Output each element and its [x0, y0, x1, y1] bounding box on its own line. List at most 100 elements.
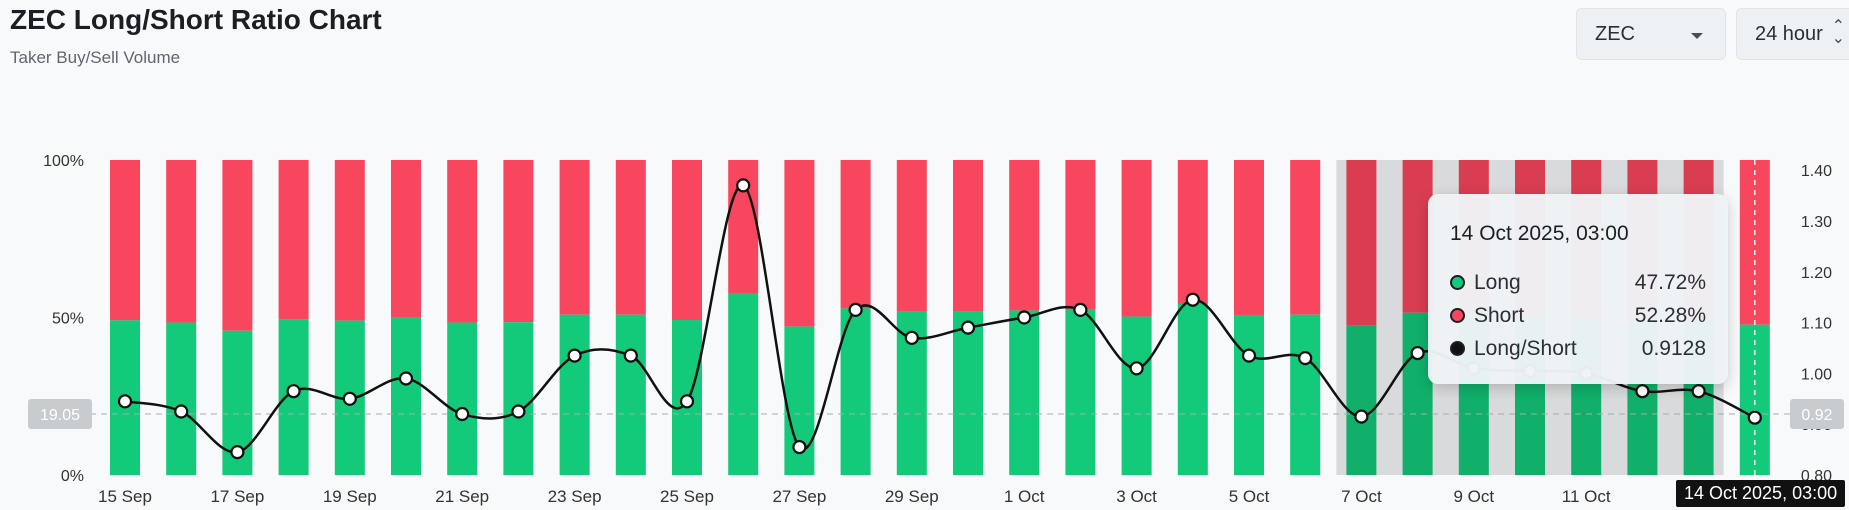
page-title: ZEC Long/Short Ratio Chart — [10, 4, 382, 35]
short-bar — [166, 160, 197, 323]
tooltip-row-short: Short 52.28% — [1450, 299, 1706, 332]
short-bar — [1009, 160, 1040, 311]
short-bar — [334, 160, 365, 321]
x-tick-label: 11 Oct — [1562, 487, 1611, 506]
long-bar — [1065, 308, 1096, 475]
interval-select[interactable]: 24 hour ⌃ ⌄ — [1736, 8, 1849, 60]
left-marker-badge — [28, 399, 92, 430]
long-bar — [953, 311, 983, 475]
ratio-point — [1354, 409, 1369, 424]
ratio-point — [1298, 351, 1313, 366]
x-tick-label: 19 Sep — [323, 487, 377, 506]
page-subtitle: Taker Buy/Sell Volume — [10, 48, 181, 67]
coin-select-value: ZEC — [1595, 22, 1635, 45]
short-bar — [840, 160, 871, 309]
ratio-point — [1747, 410, 1762, 425]
long-dot-icon — [1450, 275, 1465, 290]
tooltip-row-long: Long 47.72% — [1450, 266, 1706, 299]
tooltip-row-ratio: Long/Short 0.9128 — [1450, 332, 1706, 365]
ratio-point — [623, 348, 638, 363]
y-right-tick-label: 1.00 — [1801, 366, 1832, 383]
ratio-point — [1691, 384, 1706, 399]
short-dot-icon — [1450, 308, 1465, 323]
y-left-tick-label: 100% — [43, 153, 84, 170]
ratio-point — [230, 445, 245, 460]
short-bar — [1234, 160, 1264, 315]
ratio-point — [848, 302, 863, 317]
coin-select[interactable]: ZEC — [1576, 8, 1726, 60]
short-bar — [278, 160, 309, 320]
short-bar — [1290, 160, 1321, 315]
ratio-point — [1073, 302, 1088, 317]
tooltip-date: 14 Oct 2025, 03:00 — [1450, 222, 1629, 245]
tooltip-ratio-value: 0.9128 — [1641, 336, 1706, 360]
x-tick-label: 7 Oct — [1341, 487, 1382, 506]
interval-select-value: 24 hour — [1755, 22, 1823, 45]
x-tick-label: 3 Oct — [1116, 487, 1157, 506]
hover-x-label: 14 Oct 2025, 03:00 — [1676, 480, 1846, 507]
short-bar — [1346, 160, 1377, 326]
tooltip-long-label: Long — [1474, 270, 1521, 294]
short-bar — [1065, 160, 1096, 309]
chart-tooltip: 14 Oct 2025, 03:00 Long 47.72% Short 52.… — [1428, 194, 1728, 384]
ratio-point — [286, 384, 301, 399]
x-tick-label: 29 Sep — [885, 487, 939, 506]
ratio-point — [174, 404, 189, 419]
long-bar — [447, 322, 478, 475]
long-bar — [1290, 314, 1321, 475]
short-bar — [672, 160, 702, 321]
x-tick-label: 21 Sep — [435, 487, 489, 506]
tooltip-long-value: 47.72% — [1634, 270, 1706, 294]
ratio-point — [679, 394, 695, 409]
long-bar — [1739, 324, 1770, 475]
short-bar — [896, 160, 927, 312]
long-bar — [615, 314, 646, 475]
x-tick-label: 15 Sep — [98, 487, 152, 506]
ratio-point — [1017, 310, 1032, 325]
y-left-tick-label: 50% — [52, 311, 84, 328]
ratio-point — [1241, 348, 1257, 363]
y-right-tick-label: 1.10 — [1801, 316, 1832, 333]
ratio-point — [455, 406, 470, 422]
ratio-point — [1410, 345, 1425, 361]
updown-chevron-icon: ⌃ ⌄ — [1831, 18, 1845, 47]
ratio-point — [567, 348, 582, 363]
ratio-point — [1185, 292, 1200, 307]
short-bar — [615, 160, 646, 315]
right-marker-badge — [1790, 399, 1844, 430]
short-bar — [1177, 160, 1208, 304]
tooltip-ratio-label: Long/Short — [1474, 336, 1577, 360]
x-tick-label: 17 Sep — [210, 487, 264, 506]
long-bar — [1121, 316, 1152, 475]
tooltip-short-value: 52.28% — [1634, 303, 1706, 327]
short-bar — [784, 160, 815, 327]
x-tick-label: 27 Sep — [772, 487, 826, 506]
ratio-point — [904, 330, 919, 345]
y-right-tick-label: 1.20 — [1801, 265, 1832, 282]
left-marker-label: 19.05 — [40, 407, 80, 424]
ratio-point — [117, 394, 133, 409]
short-bar — [1121, 160, 1152, 317]
short-bar — [447, 160, 478, 323]
ratio-point — [511, 404, 526, 419]
long-bar — [503, 322, 534, 475]
x-tick-label: 25 Sep — [660, 487, 714, 506]
short-bar — [953, 160, 983, 312]
ratio-point — [342, 391, 357, 406]
x-tick-label: 5 Oct — [1229, 487, 1270, 506]
ratio-point — [792, 439, 807, 455]
long-bar — [1402, 312, 1433, 475]
long-bar — [728, 293, 759, 475]
short-bar — [110, 160, 140, 321]
long-bar — [391, 317, 421, 475]
short-bar — [391, 160, 421, 318]
right-marker-label: 0.92 — [1801, 407, 1832, 424]
long-bar — [166, 322, 197, 475]
y-right-tick-label: 1.30 — [1801, 214, 1832, 231]
x-tick-label: 9 Oct — [1453, 487, 1494, 506]
ratio-point — [960, 320, 976, 335]
tooltip-short-label: Short — [1474, 303, 1525, 327]
ratio-point — [1635, 384, 1650, 399]
ratio-point — [736, 178, 751, 193]
